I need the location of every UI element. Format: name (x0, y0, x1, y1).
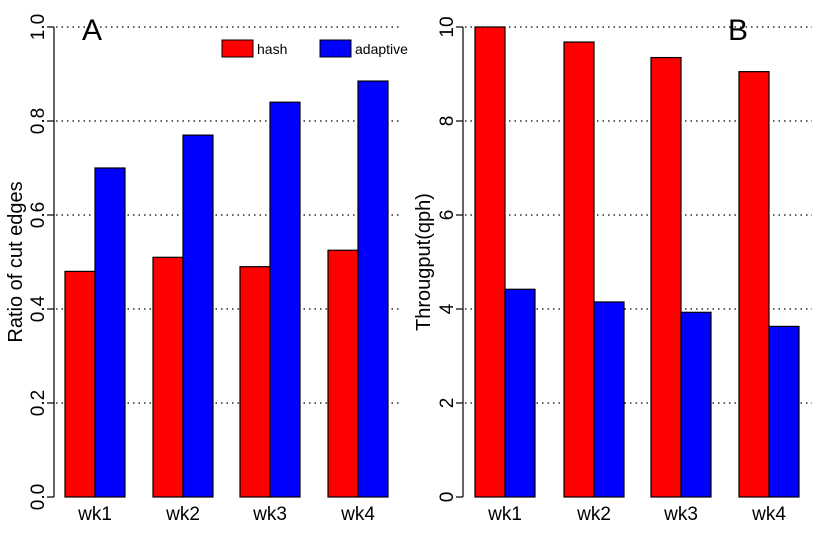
legend: hash adaptive (221, 39, 408, 58)
legend-label-adaptive: adaptive (355, 41, 408, 57)
panel-a-bar-adaptive-wk4 (357, 80, 389, 498)
panel-b-bar-adaptive-wk4 (768, 325, 800, 498)
panel-b-bar-hash-wk4 (738, 71, 770, 498)
legend-swatch-adaptive (319, 39, 352, 58)
panel-b-bar-hash-wk2 (563, 41, 595, 498)
panel-a-bar-hash-wk4 (327, 249, 359, 498)
panel-b-x-category-label: wk1 (487, 504, 522, 525)
panel-b-y-tick-label: 6 (437, 210, 458, 221)
panel-a-y-tick-label: 0.6 (28, 202, 49, 228)
panel-a-bar-adaptive-wk2 (182, 134, 214, 498)
panel-b-bar-hash-wk1 (474, 26, 506, 498)
panel-a-y-tick-label: 0.8 (28, 108, 49, 134)
panel-b-y-axis-label: Througput(qph) (413, 193, 435, 331)
panel-b-bar-hash-wk3 (650, 56, 682, 498)
legend-label-hash: hash (257, 41, 287, 57)
panel-a-ratio-cut-edges: A Ratio of cut edges 0.0 0.2 0.4 0.6 0.8 1.0 w… (5, 14, 402, 525)
panel-a-x-category-label: wk1 (77, 504, 112, 525)
panel-a-x-category-label: wk2 (165, 504, 200, 525)
panel-b-x-category-label: wk2 (576, 504, 611, 525)
panel-b-throughput: B Througput(qph) 0 2 4 6 8 10 wk1 wk2 wk3 wk4 (413, 14, 812, 525)
panel-a-bar-adaptive-wk3 (269, 101, 301, 498)
panel-a-bar-hash-wk1 (64, 270, 96, 498)
panel-b-y-tick-label: 8 (437, 116, 458, 127)
panel-b-y-tick-label: 2 (437, 398, 458, 409)
panel-a-label: A (82, 14, 102, 47)
panel-a-x-category-label: wk4 (340, 504, 375, 525)
panel-b-x-category-label: wk3 (663, 504, 698, 525)
panel-a-y-tick-label: 0.2 (28, 390, 49, 416)
panel-b-bar-adaptive-wk1 (504, 288, 536, 498)
legend-swatch-hash (221, 39, 254, 58)
panel-a-bar-hash-wk3 (239, 266, 271, 498)
panel-a-bar-adaptive-wk1 (94, 167, 126, 498)
panel-b-bar-adaptive-wk3 (680, 311, 712, 498)
panel-a-y-tick-label: 1.0 (28, 14, 49, 40)
panel-b-x-category-label: wk4 (751, 504, 786, 525)
panel-b-label: B (728, 14, 748, 47)
panel-b-y-tick-label: 0 (437, 492, 458, 503)
panel-b-y-tick-label: 4 (437, 303, 458, 314)
panel-a-y-axis-label: Ratio of cut edges (5, 181, 27, 342)
panel-a-bar-hash-wk2 (152, 256, 184, 498)
panel-a-y-tick-label: 0.0 (28, 484, 49, 510)
panel-a-x-category-label: wk3 (252, 504, 287, 525)
panel-b-bar-adaptive-wk2 (593, 301, 625, 498)
panel-b-y-tick-label: 10 (437, 16, 458, 37)
panel-a-y-tick-label: 0.4 (28, 295, 49, 322)
